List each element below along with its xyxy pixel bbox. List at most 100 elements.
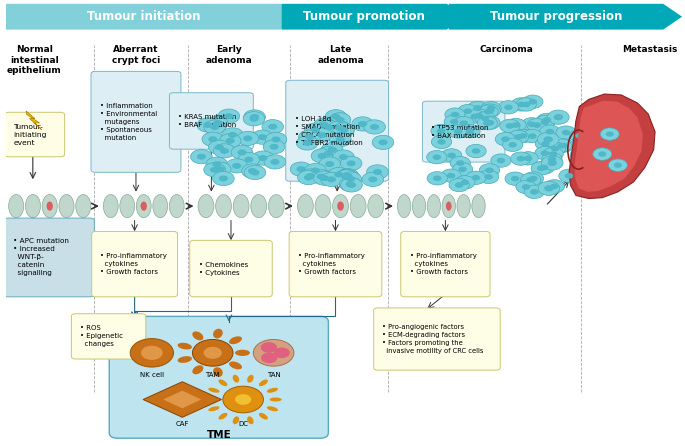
Circle shape xyxy=(340,178,362,192)
Circle shape xyxy=(448,125,468,138)
Circle shape xyxy=(346,176,356,182)
Circle shape xyxy=(540,150,549,156)
Circle shape xyxy=(569,129,590,142)
Ellipse shape xyxy=(177,356,192,363)
Circle shape xyxy=(337,169,359,183)
Circle shape xyxy=(297,166,306,172)
Circle shape xyxy=(339,154,348,160)
Circle shape xyxy=(314,171,335,185)
Circle shape xyxy=(504,104,512,110)
Circle shape xyxy=(263,140,285,154)
Circle shape xyxy=(523,95,543,108)
Circle shape xyxy=(220,148,229,154)
Ellipse shape xyxy=(235,350,250,356)
Polygon shape xyxy=(5,4,300,29)
Circle shape xyxy=(442,149,462,162)
Circle shape xyxy=(460,120,468,126)
Ellipse shape xyxy=(216,194,232,218)
Circle shape xyxy=(558,143,566,149)
Circle shape xyxy=(379,140,388,145)
Circle shape xyxy=(235,394,251,405)
Ellipse shape xyxy=(177,343,192,350)
Circle shape xyxy=(467,101,488,115)
Polygon shape xyxy=(163,391,201,409)
Circle shape xyxy=(519,133,527,139)
Circle shape xyxy=(497,158,506,163)
Circle shape xyxy=(306,173,315,179)
Circle shape xyxy=(244,165,266,180)
Circle shape xyxy=(523,172,544,185)
Circle shape xyxy=(345,181,355,187)
Text: • APC mutation
• Increased
  WNT-β-
  catenin
  signalling: • APC mutation • Increased WNT-β- cateni… xyxy=(12,239,68,277)
Circle shape xyxy=(437,139,446,145)
Polygon shape xyxy=(575,101,643,192)
Circle shape xyxy=(212,171,234,186)
Circle shape xyxy=(600,128,619,140)
Circle shape xyxy=(325,110,347,124)
Circle shape xyxy=(237,131,259,145)
Circle shape xyxy=(273,347,290,358)
Circle shape xyxy=(447,173,456,178)
Circle shape xyxy=(472,148,480,154)
Ellipse shape xyxy=(259,380,268,386)
Circle shape xyxy=(614,162,622,168)
Text: • Pro-angiogenic factors
• ECM-degrading factors
• Factors promoting the
  invas: • Pro-angiogenic factors • ECM-degrading… xyxy=(382,324,484,354)
Circle shape xyxy=(223,386,264,413)
Circle shape xyxy=(518,152,538,165)
FancyBboxPatch shape xyxy=(423,101,505,162)
FancyBboxPatch shape xyxy=(92,231,177,297)
Circle shape xyxy=(318,120,339,134)
Circle shape xyxy=(513,129,534,143)
Ellipse shape xyxy=(208,388,220,393)
Circle shape xyxy=(299,169,321,183)
Circle shape xyxy=(441,169,461,182)
Circle shape xyxy=(336,169,358,184)
Text: • Inflammation
• Environmental
  mutagens
• Spontaneous
  mutation: • Inflammation • Environmental mutagens … xyxy=(100,103,157,141)
Circle shape xyxy=(529,99,537,104)
Circle shape xyxy=(537,113,557,127)
FancyBboxPatch shape xyxy=(289,231,382,297)
Text: TAM: TAM xyxy=(206,372,220,377)
Circle shape xyxy=(336,117,345,123)
Text: Tumour initiation: Tumour initiation xyxy=(87,10,200,23)
Ellipse shape xyxy=(25,194,40,218)
Ellipse shape xyxy=(136,194,151,218)
Circle shape xyxy=(366,165,388,179)
Circle shape xyxy=(501,136,510,142)
Ellipse shape xyxy=(442,194,456,218)
Circle shape xyxy=(203,122,212,128)
Circle shape xyxy=(521,173,541,186)
Text: Aberrant
crypt foci: Aberrant crypt foci xyxy=(112,45,160,65)
Circle shape xyxy=(466,145,486,158)
Circle shape xyxy=(573,149,593,163)
Text: IEC: IEC xyxy=(25,219,41,227)
Circle shape xyxy=(547,110,569,124)
Ellipse shape xyxy=(269,194,284,218)
Circle shape xyxy=(304,174,313,181)
Ellipse shape xyxy=(219,413,227,420)
Circle shape xyxy=(551,139,572,152)
Circle shape xyxy=(464,108,472,114)
Circle shape xyxy=(471,114,479,119)
Circle shape xyxy=(427,150,447,164)
Circle shape xyxy=(535,116,555,129)
Circle shape xyxy=(548,157,556,162)
Circle shape xyxy=(321,172,342,186)
Circle shape xyxy=(562,130,571,136)
Circle shape xyxy=(203,347,222,359)
Polygon shape xyxy=(449,4,682,29)
Ellipse shape xyxy=(9,194,24,218)
Circle shape xyxy=(333,150,354,164)
Circle shape xyxy=(333,123,354,137)
Ellipse shape xyxy=(350,194,366,218)
Circle shape xyxy=(458,166,466,172)
Circle shape xyxy=(490,154,511,167)
Ellipse shape xyxy=(153,194,168,218)
Circle shape xyxy=(192,339,233,366)
Ellipse shape xyxy=(397,194,411,218)
Circle shape xyxy=(549,151,558,157)
Circle shape xyxy=(505,172,525,186)
Circle shape xyxy=(253,339,294,366)
Text: Carcinoma: Carcinoma xyxy=(479,45,533,54)
Circle shape xyxy=(347,161,356,166)
